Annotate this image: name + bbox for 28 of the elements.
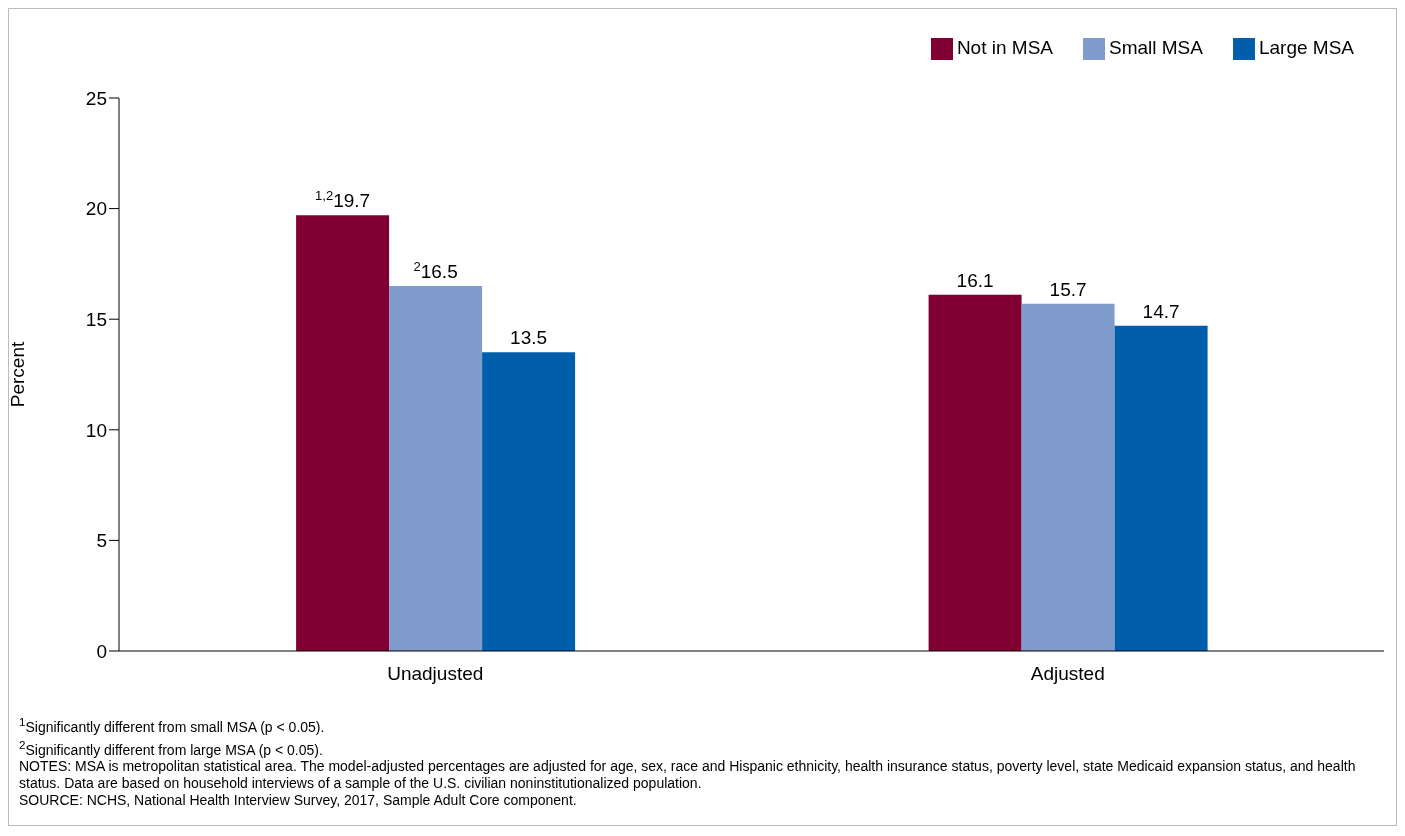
data-label: $^{2}$16.5	[413, 258, 458, 283]
bar	[1021, 303, 1115, 651]
bar	[296, 215, 390, 651]
y-tick-label: 25	[85, 87, 107, 109]
bar	[1114, 325, 1208, 651]
x-tick-label: Unadjusted	[387, 663, 484, 685]
data-label: 16.1	[956, 269, 994, 291]
bar	[482, 352, 576, 651]
legend-label: Not in MSA	[956, 37, 1053, 58]
x-tick-label: Adjusted	[1030, 663, 1105, 685]
data-label: $^{1,2}$19.7	[315, 187, 371, 212]
text: NOTES: MSA is metropolitan statistical area. The model-adjusted percentages are adjusted for age, sex, race and Hispanic ethnicity, health insurance status, poverty level, state Medicaid expansion status, and health status. Data are based on household interviews of a sample of the U.S. civilian noninstitutionalized population.	[19, 758, 1357, 793]
y-tick-label: 5	[96, 530, 107, 552]
legend-label: Large MSA	[1258, 37, 1354, 58]
text: $^{1}$Significantly different from small MSA (p < 0.05).	[19, 714, 326, 736]
data-label: 13.5	[510, 327, 548, 349]
y-tick-label: 20	[85, 198, 107, 220]
y-axis-title: Percent	[6, 341, 28, 408]
legend-label: Small MSA	[1108, 37, 1203, 58]
data-label: 14.7	[1142, 300, 1180, 322]
bar	[928, 294, 1022, 651]
text: $^{2}$Significantly different from large MSA (p < 0.05).	[19, 736, 324, 759]
y-tick-label: 15	[85, 308, 107, 330]
source-note: SOURCE: NCHS, National Health Interview Survey, 2017, Sample Adult Core component.	[19, 792, 578, 810]
data-label: 15.7	[1049, 278, 1087, 300]
bar	[389, 286, 483, 651]
y-tick-label: 10	[85, 419, 107, 441]
y-tick-label: 0	[96, 640, 107, 662]
